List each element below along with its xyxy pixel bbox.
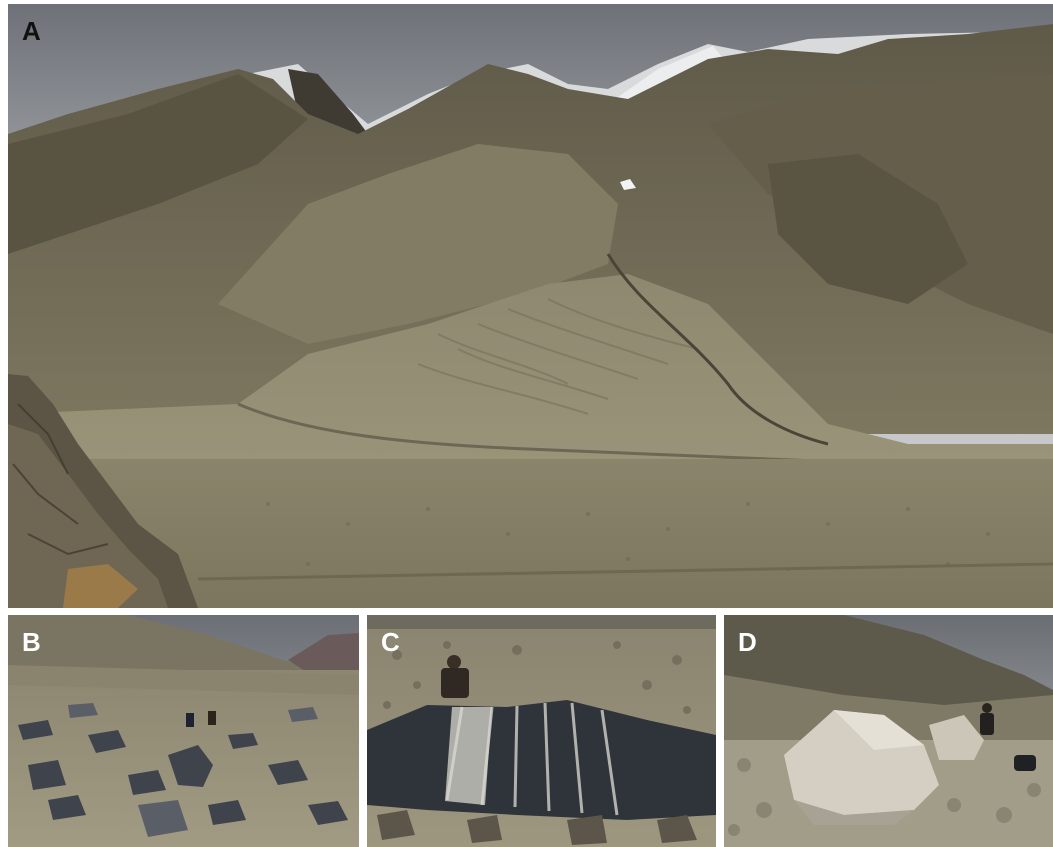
panel-label-b: B: [22, 627, 41, 657]
photo-panel-a: A: [8, 4, 1053, 608]
scree-slope-photo: [8, 615, 359, 847]
mountain-landscape-photo: [8, 4, 1053, 608]
banded-rock-slab-photo: [367, 615, 716, 847]
photo-panel-d: D: [724, 615, 1053, 847]
panel-label-d: D: [738, 627, 757, 657]
panel-label-a: A: [22, 16, 41, 46]
photo-panel-b: B: [8, 615, 359, 847]
panel-label-c: C: [381, 627, 400, 657]
photo-panel-c: C: [367, 615, 716, 847]
boulder-photo: [724, 615, 1053, 847]
